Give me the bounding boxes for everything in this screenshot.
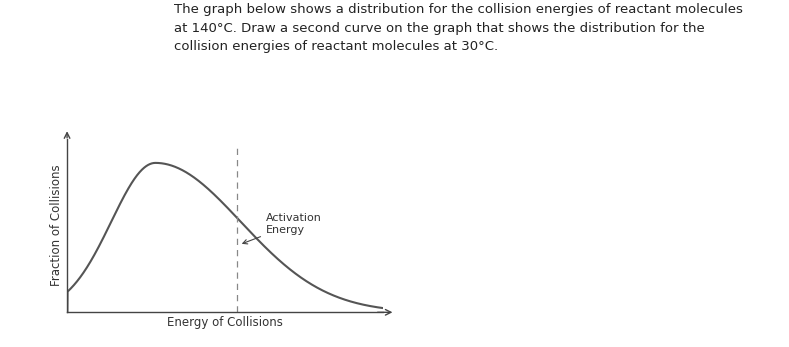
X-axis label: Energy of Collisions: Energy of Collisions (167, 316, 282, 329)
Text: The graph below shows a distribution for the collision energies of reactant mole: The graph below shows a distribution for… (174, 3, 742, 53)
Y-axis label: Fraction of Collisions: Fraction of Collisions (50, 165, 63, 286)
Text: Activation
Energy: Activation Energy (243, 213, 322, 244)
